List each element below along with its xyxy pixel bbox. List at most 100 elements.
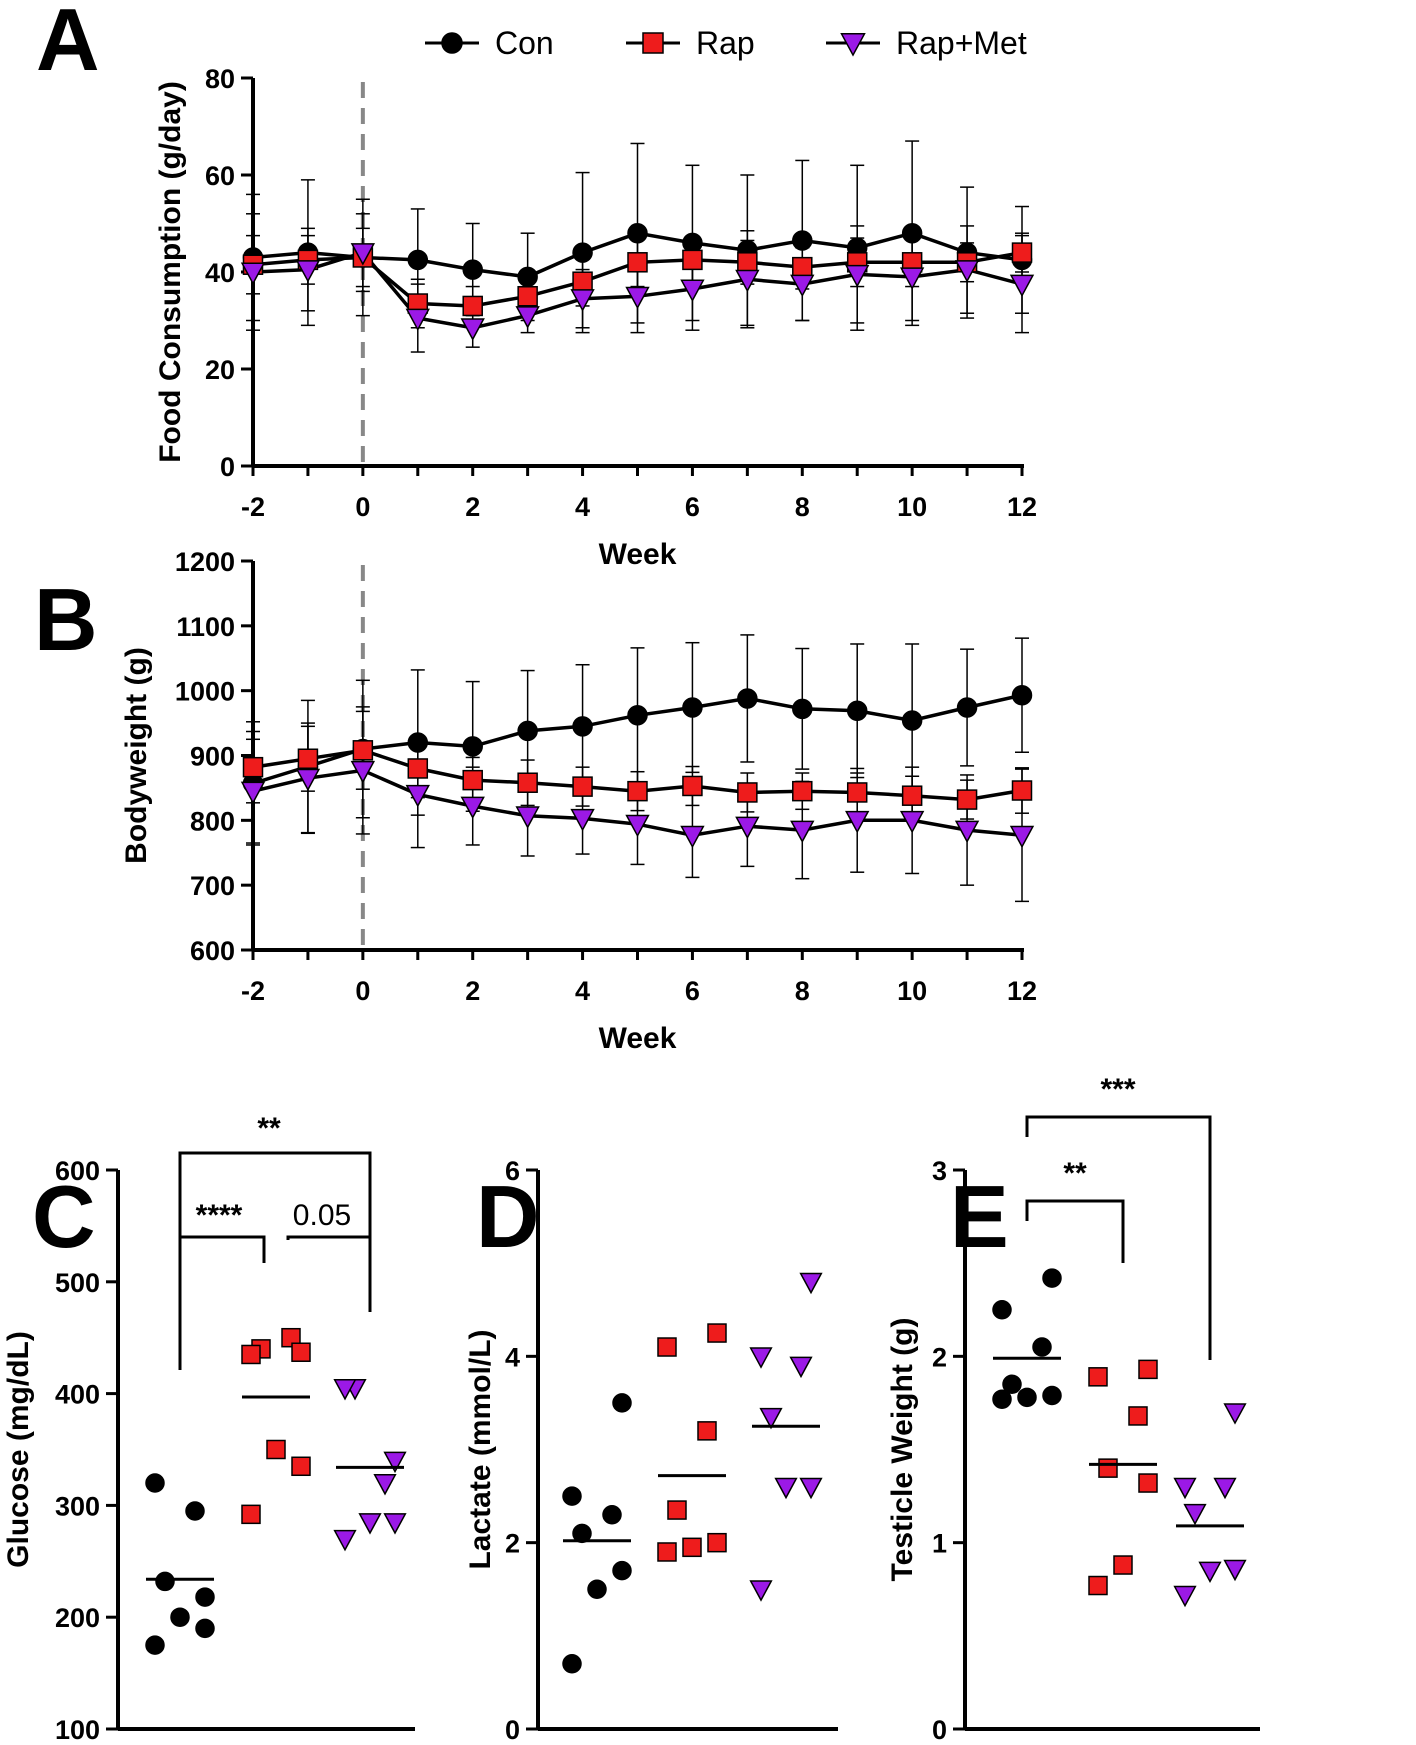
y-tick-label: 500 xyxy=(55,1268,100,1298)
data-point-con xyxy=(562,1486,582,1506)
data-point-rap-met xyxy=(845,264,870,288)
significance-bracket xyxy=(178,1151,372,1357)
data-point-con xyxy=(462,736,483,757)
data-point-rap-met xyxy=(240,262,266,286)
data-point-con xyxy=(682,232,703,254)
y-tick-label: 80 xyxy=(205,64,235,94)
data-point-rap-met xyxy=(735,816,760,840)
x-tick-label: 0 xyxy=(355,976,370,1006)
x-tick-label: 12 xyxy=(1007,976,1037,1006)
data-point-con xyxy=(1032,1337,1052,1357)
y-tick-label: 20 xyxy=(205,355,235,385)
x-tick-label: 10 xyxy=(897,976,927,1006)
data-point-rap-met xyxy=(373,1474,397,1496)
data-point-rap xyxy=(707,1532,727,1553)
significance-label: *** xyxy=(1100,1073,1135,1106)
x-tick-label: 6 xyxy=(685,492,700,522)
data-point-rap-met xyxy=(899,810,925,834)
data-point-rap xyxy=(1128,1406,1148,1426)
data-point-con xyxy=(1011,684,1033,706)
data-point-rap-met xyxy=(383,1513,407,1535)
data-point-rap xyxy=(1011,242,1033,263)
significance-label: 0.05 xyxy=(293,1199,351,1232)
data-point-rap-met xyxy=(1213,1477,1237,1500)
x-tick-label: 6 xyxy=(685,976,700,1006)
x-tick-label: -2 xyxy=(241,976,265,1006)
data-point-rap-met xyxy=(1173,1477,1197,1500)
data-point-rap xyxy=(1113,1555,1133,1575)
y-tick-label: 1000 xyxy=(175,677,235,707)
data-point-con xyxy=(901,710,923,731)
data-point-con xyxy=(185,1501,205,1521)
data-point-rap-met xyxy=(680,279,705,303)
data-point-rap xyxy=(956,789,978,810)
data-point-rap-met xyxy=(405,308,430,332)
y-tick-label: 100 xyxy=(55,1715,100,1745)
data-point-rap xyxy=(1138,1359,1158,1380)
data-point-rap xyxy=(572,776,593,797)
data-point-con xyxy=(737,688,758,709)
x-tick-label: 8 xyxy=(795,976,810,1006)
data-point-rap xyxy=(281,1327,301,1348)
data-point-rap-met xyxy=(625,286,650,310)
data-point-rap-met xyxy=(570,808,595,832)
y-tick-label: 1100 xyxy=(176,612,235,642)
data-point-con xyxy=(517,266,538,288)
data-point-rap-met xyxy=(1223,1403,1247,1425)
y-tick-label: 900 xyxy=(190,742,235,772)
data-point-rap-met xyxy=(1009,274,1035,298)
y-tick-label: 600 xyxy=(190,936,235,966)
data-point-con xyxy=(682,697,703,718)
legend-label-2: Rap+Met xyxy=(896,25,1027,61)
data-point-con xyxy=(992,1300,1012,1320)
y-tick-label: 0 xyxy=(932,1715,947,1745)
data-point-rap-met xyxy=(625,814,650,838)
data-point-rap xyxy=(682,249,703,271)
significance-bracket xyxy=(1025,1115,1212,1360)
data-point-rap-met xyxy=(570,289,595,312)
data-point-rap xyxy=(1088,1575,1108,1596)
data-point-rap xyxy=(792,780,813,802)
data-point-rap-met xyxy=(735,269,760,293)
data-point-rap-met xyxy=(350,760,376,784)
data-point-rap xyxy=(1138,1473,1158,1493)
data-point-rap xyxy=(737,252,758,273)
y-tick-label: 1 xyxy=(932,1529,947,1559)
x-tick-label: 2 xyxy=(465,976,480,1006)
data-point-rap-met xyxy=(790,820,815,844)
data-point-con xyxy=(846,700,868,722)
data-point-con xyxy=(602,1504,622,1525)
data-point-con xyxy=(517,720,538,742)
panel-label-d: D xyxy=(476,1167,540,1266)
y-tick-label: 400 xyxy=(55,1380,100,1410)
data-point-con xyxy=(992,1389,1012,1409)
legend-marker-1 xyxy=(642,32,664,54)
data-point-rap-met xyxy=(358,1513,382,1535)
data-point-rap-met xyxy=(1009,825,1035,849)
significance-label: ** xyxy=(257,1112,281,1145)
data-point-con xyxy=(627,705,648,726)
data-point-rap xyxy=(297,748,319,769)
data-point-rap xyxy=(657,1542,677,1562)
data-point-rap xyxy=(352,740,374,761)
significance-bracket xyxy=(286,1235,372,1312)
data-point-rap-met xyxy=(1198,1561,1222,1584)
data-point-rap xyxy=(1011,780,1033,801)
y-tick-label: 4 xyxy=(505,1342,520,1372)
data-point-rap-met xyxy=(1173,1585,1197,1608)
data-point-con xyxy=(462,259,483,280)
data-point-rap xyxy=(241,1344,261,1365)
data-point-rap xyxy=(682,1537,702,1558)
data-point-rap xyxy=(1088,1367,1108,1387)
data-point-con xyxy=(612,1393,632,1413)
panel-label-c: C xyxy=(32,1167,96,1266)
data-point-rap xyxy=(901,785,923,806)
data-point-rap-met xyxy=(240,781,266,805)
data-point-con xyxy=(901,222,923,244)
y-tick-label: 2 xyxy=(932,1342,947,1372)
x-tick-label: 0 xyxy=(355,492,370,522)
data-point-rap xyxy=(517,772,538,793)
y-tick-label: 2 xyxy=(505,1529,520,1559)
y-axis-title: Glucose (mg/dL) xyxy=(2,1331,35,1568)
